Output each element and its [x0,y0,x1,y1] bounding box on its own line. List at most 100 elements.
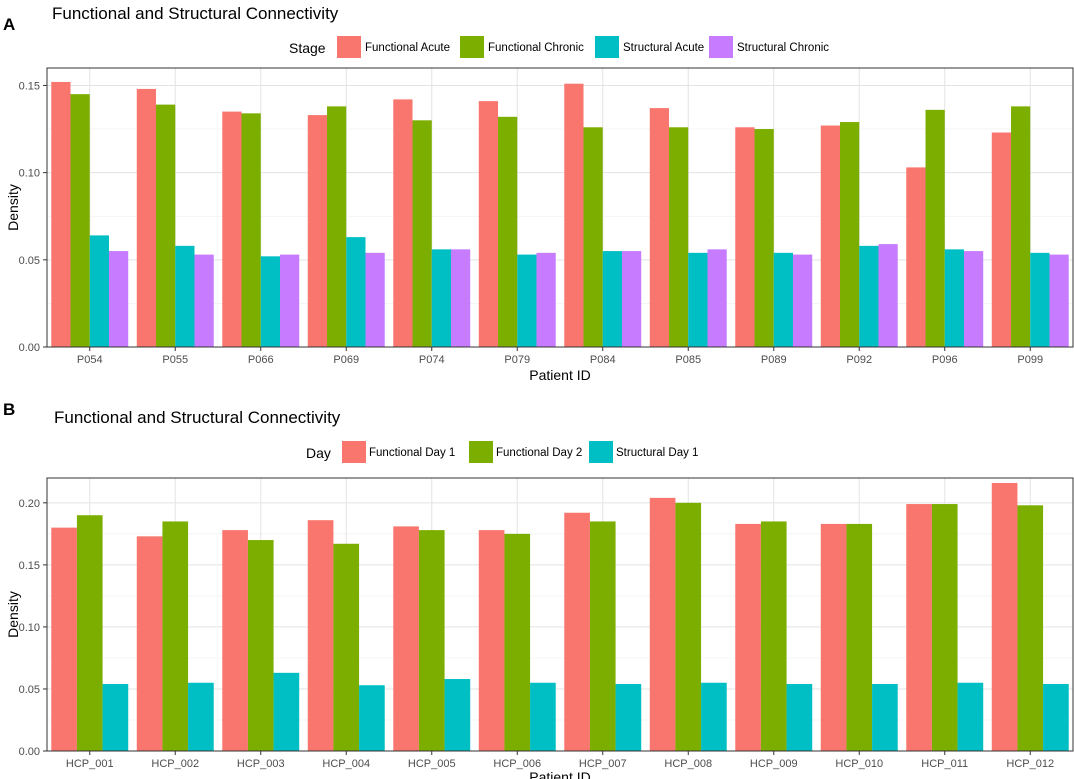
x-tick-label: HCP_005 [408,758,456,770]
x-tick-label: P055 [162,354,188,366]
legend: Day Functional Day 1 Functional Day 2 Struc… [306,441,698,463]
bar-hcp-004-series-1 [307,520,334,751]
bar-p066-series-4 [279,254,300,347]
bar-hcp-012-series-2 [1017,505,1044,751]
bar-p085-series-2 [669,127,689,347]
x-tick-label: HCP_011 [921,758,968,770]
plot-border [46,477,1074,752]
bar-p055-series-2 [156,104,176,348]
bar-p092-series-2 [840,122,860,348]
bar-hcp-001-series-3 [102,683,129,751]
legend-key-1 [337,36,361,58]
bar-hcp-011-series-1 [906,504,932,751]
bar-p089-series-4 [792,254,813,347]
x-axis-label: Patient ID [529,367,590,383]
x-tick-label: P085 [675,354,701,366]
bar-hcp-009-series-1 [735,523,761,751]
bar-hcp-004-series-3 [359,685,385,751]
y-axis: 0.00 0.05 0.10 0.15 Density [5,80,47,354]
bar-p054-series-3 [89,235,109,347]
x-tick-label: HCP_003 [237,758,285,770]
bars [51,81,1069,348]
bar-p055-series-1 [136,88,157,348]
bar-p079-series-2 [498,116,518,347]
bar-p092-series-4 [878,244,898,347]
bar-p074-series-4 [450,249,471,347]
legend-label-1: Functional Day 1 [369,447,455,459]
bar-p069-series-1 [307,115,328,347]
x-tick-label: P054 [77,354,103,366]
y-tick-label: 0.05 [19,255,40,267]
y-axis-label: Density [5,591,21,638]
legend-key-2 [469,441,493,463]
legend-label-2: Functional Chronic [488,42,584,54]
y-tick-label: 0.10 [19,622,40,634]
bar-p089-series-1 [735,127,755,347]
legend-label-3: Structural Acute [623,42,704,54]
legend-key-1 [342,441,366,463]
bar-p074-series-3 [431,249,451,347]
bar-hcp-005-series-1 [393,526,419,751]
chart-panel-a: A Functional and Structural Connectivity S… [3,4,1074,383]
bar-p069-series-3 [346,237,366,347]
bar-p066-series-2 [241,113,261,348]
x-tick-label: P096 [932,354,958,366]
y-tick-label: 0.05 [19,684,40,696]
legend-label-2: Functional Day 2 [496,447,582,459]
bar-hcp-003-series-2 [247,540,274,751]
bar-p066-series-3 [260,256,280,347]
bar-hcp-010-series-3 [872,683,898,751]
y-tick-label: 0.00 [19,342,40,354]
bar-hcp-008-series-2 [675,502,702,751]
legend: Stage Functional Acute Functional Chronic S… [289,36,829,58]
legend-key-2 [460,36,484,58]
bar-hcp-003-series-3 [273,672,300,751]
x-tick-label: HCP_008 [664,758,712,770]
bar-hcp-008-series-3 [701,682,727,751]
bar-p084-series-1 [564,83,584,347]
bar-p069-series-2 [327,106,347,347]
bar-p084-series-4 [621,251,642,347]
x-tick-label: P092 [846,354,872,366]
bar-hcp-002-series-3 [188,682,214,751]
bar-p069-series-4 [365,252,385,347]
bar-p074-series-2 [412,120,432,347]
x-axis: P054 P055 P066 P069 P074 P079 P084 P085 P089 P092… [77,347,1043,383]
legend-label-1: Functional Acute [365,42,450,54]
x-tick-label: HCP_009 [750,758,798,770]
bar-hcp-012-series-3 [1043,683,1069,751]
legend-key-4 [709,36,733,58]
bar-p054-series-4 [108,251,129,347]
y-axis-label: Density [5,184,21,231]
bar-p055-series-3 [175,245,195,347]
panel-label: A [3,15,15,34]
y-tick-label: 0.00 [19,746,40,758]
legend-title: Day [306,445,331,461]
chart-panel-b: B Functional and Structural Connectivity D… [3,400,1074,779]
legend-key-3 [595,36,619,58]
bars [51,482,1069,751]
x-tick-label: P084 [590,354,616,366]
bar-p089-series-3 [773,252,793,347]
y-tick-label: 0.10 [19,168,40,180]
panel-label: B [3,400,15,419]
bar-hcp-010-series-2 [846,523,873,751]
bar-p079-series-4 [536,252,556,347]
y-tick-label: 0.20 [19,498,40,510]
bar-hcp-002-series-1 [136,536,163,751]
x-tick-label: HCP_001 [66,758,114,770]
x-tick-label: P099 [1017,354,1043,366]
bar-p079-series-1 [478,101,499,347]
bar-p099-series-1 [991,132,1012,347]
bar-p092-series-3 [859,245,879,347]
x-tick-label: P066 [248,354,274,366]
bar-p099-series-3 [1030,252,1050,347]
y-tick-label: 0.15 [19,560,40,572]
bar-p096-series-1 [906,167,926,347]
x-tick-label: HCP_007 [579,758,627,770]
plot-border [46,67,1074,348]
chart-title: Functional and Structural Connectivity [54,408,341,427]
bar-p066-series-1 [222,111,242,347]
bar-p099-series-2 [1011,106,1031,347]
bar-hcp-007-series-2 [589,521,616,751]
